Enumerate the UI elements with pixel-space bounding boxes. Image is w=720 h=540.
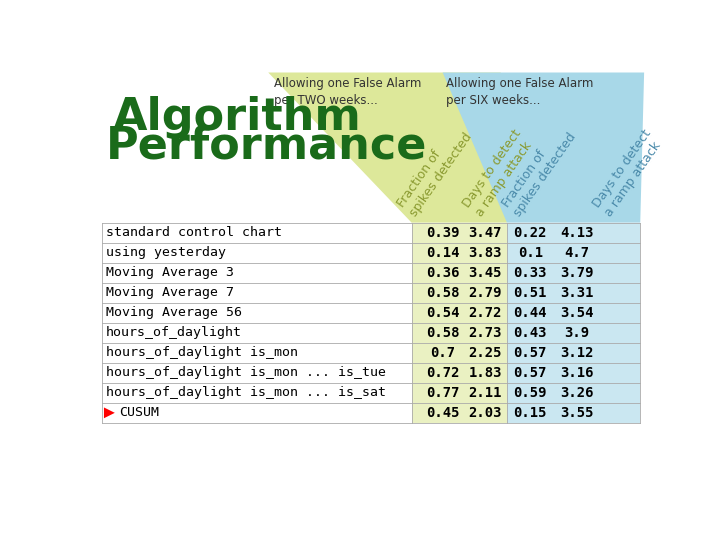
Text: Days to detect
a ramp attack: Days to detect a ramp attack xyxy=(590,127,666,219)
Text: 3.12: 3.12 xyxy=(560,346,593,360)
Polygon shape xyxy=(104,408,114,418)
Text: 2.03: 2.03 xyxy=(469,406,502,420)
Text: 3.16: 3.16 xyxy=(560,366,593,380)
Polygon shape xyxy=(269,72,507,222)
Bar xyxy=(507,383,640,403)
Text: 0.7: 0.7 xyxy=(430,346,455,360)
Text: Moving Average 7: Moving Average 7 xyxy=(106,286,233,299)
Bar xyxy=(102,383,640,403)
Text: 2.11: 2.11 xyxy=(469,386,502,400)
Text: 3.31: 3.31 xyxy=(560,286,593,300)
Text: Fraction of
spikes detected: Fraction of spikes detected xyxy=(395,122,474,219)
Bar xyxy=(412,363,507,383)
Bar xyxy=(412,403,507,423)
Bar xyxy=(102,303,640,323)
Text: 0.43: 0.43 xyxy=(513,326,547,340)
Bar xyxy=(102,323,640,343)
Bar xyxy=(507,303,640,323)
Bar xyxy=(412,262,507,283)
Text: hours_of_daylight is_mon ... is_sat: hours_of_daylight is_mon ... is_sat xyxy=(106,386,385,399)
Text: 1.83: 1.83 xyxy=(469,366,502,380)
Text: Allowing one False Alarm
per TWO weeks...: Allowing one False Alarm per TWO weeks..… xyxy=(274,77,422,107)
Text: 0.54: 0.54 xyxy=(426,306,459,320)
Text: 3.47: 3.47 xyxy=(469,226,502,240)
Text: hours_of_daylight is_mon ... is_tue: hours_of_daylight is_mon ... is_tue xyxy=(106,366,385,379)
Text: Days to detect
a ramp attack: Days to detect a ramp attack xyxy=(461,127,536,219)
Text: 3.54: 3.54 xyxy=(560,306,593,320)
Text: Performance: Performance xyxy=(106,125,427,168)
Text: Algorithm: Algorithm xyxy=(113,96,362,139)
Bar xyxy=(412,323,507,343)
Text: 4.13: 4.13 xyxy=(560,226,593,240)
Text: 3.79: 3.79 xyxy=(560,266,593,280)
Text: 0.51: 0.51 xyxy=(513,286,547,300)
Bar xyxy=(102,363,640,383)
Bar xyxy=(102,403,640,423)
Bar xyxy=(102,343,640,363)
Text: Moving Average 3: Moving Average 3 xyxy=(106,266,233,279)
Bar xyxy=(507,323,640,343)
Polygon shape xyxy=(443,72,644,222)
Text: 0.58: 0.58 xyxy=(426,286,459,300)
Bar xyxy=(102,222,640,242)
Text: 3.26: 3.26 xyxy=(560,386,593,400)
Text: Fraction of
spikes detected: Fraction of spikes detected xyxy=(500,122,579,219)
Bar xyxy=(507,242,640,262)
Text: 4.7: 4.7 xyxy=(564,246,589,260)
Bar xyxy=(412,383,507,403)
Text: hours_of_daylight is_mon: hours_of_daylight is_mon xyxy=(106,346,297,359)
Text: 0.44: 0.44 xyxy=(513,306,547,320)
Text: 2.72: 2.72 xyxy=(469,306,502,320)
Bar xyxy=(412,283,507,303)
Bar xyxy=(412,303,507,323)
Text: 3.83: 3.83 xyxy=(469,246,502,260)
Bar xyxy=(102,242,640,262)
Text: 2.25: 2.25 xyxy=(469,346,502,360)
Text: 0.58: 0.58 xyxy=(426,326,459,340)
Text: 0.57: 0.57 xyxy=(513,366,547,380)
Text: 3.45: 3.45 xyxy=(469,266,502,280)
Text: hours_of_daylight: hours_of_daylight xyxy=(106,326,241,339)
Bar xyxy=(412,343,507,363)
Text: 0.33: 0.33 xyxy=(513,266,547,280)
Text: 0.36: 0.36 xyxy=(426,266,459,280)
Bar xyxy=(507,283,640,303)
Bar xyxy=(412,242,507,262)
Text: Moving Average 56: Moving Average 56 xyxy=(106,306,241,319)
Text: 0.14: 0.14 xyxy=(426,246,459,260)
Bar xyxy=(102,283,640,303)
Text: Allowing one False Alarm
per SIX weeks...: Allowing one False Alarm per SIX weeks..… xyxy=(446,77,594,107)
Text: 3.9: 3.9 xyxy=(564,326,589,340)
Text: 0.15: 0.15 xyxy=(513,406,547,420)
Text: 0.77: 0.77 xyxy=(426,386,459,400)
Text: 3.55: 3.55 xyxy=(560,406,593,420)
Text: using yesterday: using yesterday xyxy=(106,246,225,259)
Text: 2.79: 2.79 xyxy=(469,286,502,300)
Text: 0.57: 0.57 xyxy=(513,346,547,360)
Text: 0.45: 0.45 xyxy=(426,406,459,420)
Bar xyxy=(507,343,640,363)
Text: 0.59: 0.59 xyxy=(513,386,547,400)
Bar xyxy=(507,363,640,383)
Text: 0.22: 0.22 xyxy=(513,226,547,240)
Text: standard control chart: standard control chart xyxy=(106,226,282,239)
Text: 2.73: 2.73 xyxy=(469,326,502,340)
Text: 0.72: 0.72 xyxy=(426,366,459,380)
Bar xyxy=(507,222,640,242)
Bar xyxy=(412,222,507,242)
Bar xyxy=(102,262,640,283)
Text: 0.39: 0.39 xyxy=(426,226,459,240)
Bar xyxy=(507,403,640,423)
Text: 0.1: 0.1 xyxy=(518,246,543,260)
Text: CUSUM: CUSUM xyxy=(119,406,158,420)
Bar xyxy=(507,262,640,283)
